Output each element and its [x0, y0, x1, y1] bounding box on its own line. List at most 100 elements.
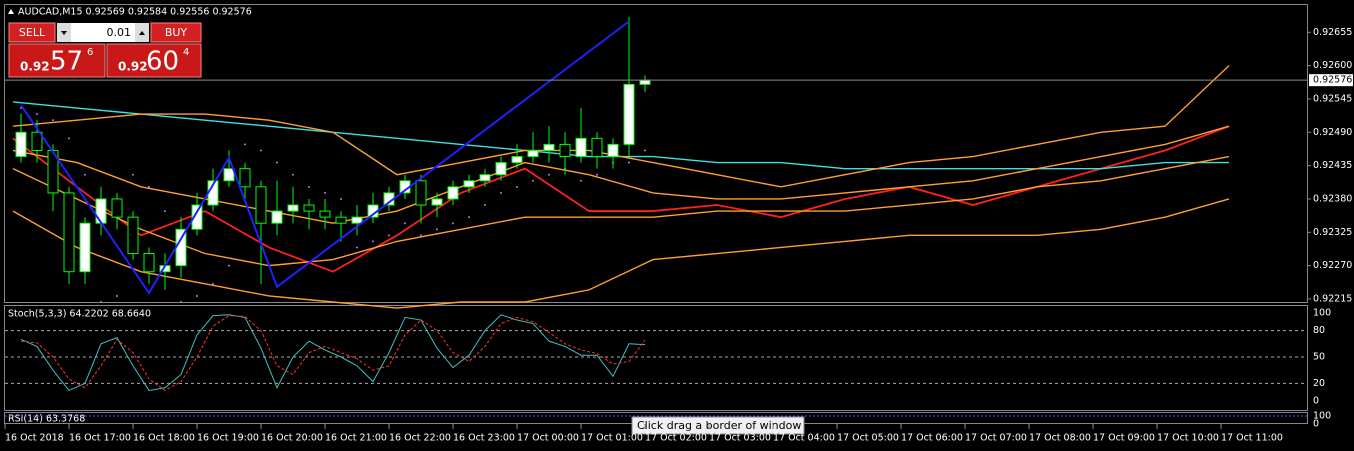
candle-body [511, 156, 523, 164]
sar-dot [372, 240, 374, 243]
sar-dot [356, 246, 358, 249]
candle-body [223, 168, 235, 182]
sar-dot [420, 234, 422, 237]
sar-dot [52, 119, 54, 122]
arrow-up [139, 31, 145, 35]
tooltip-layer: Click drag a border of window [631, 416, 805, 435]
candle-body [639, 79, 651, 85]
buy-price-box[interactable] [106, 43, 202, 78]
sar-dot [532, 179, 534, 182]
sar-dot [228, 264, 230, 267]
candle-body [543, 143, 555, 151]
y-tick-label: 0.92215 [1313, 293, 1352, 304]
candle-body [111, 198, 123, 218]
candle-body [591, 137, 603, 158]
candle-body [559, 143, 571, 158]
candle-body [15, 131, 27, 158]
candle-body [63, 192, 75, 273]
stoch-tick-label: 80 [1313, 325, 1325, 336]
sell-price-box[interactable] [8, 43, 106, 78]
y-tick-label: 0.92380 [1313, 193, 1352, 204]
sar-dot [36, 113, 38, 116]
y-tick-label: 0.92270 [1313, 260, 1352, 271]
main-frame [4, 4, 1308, 303]
sar-dot [100, 301, 102, 303]
candle-body [79, 222, 91, 273]
sar-dot [468, 216, 470, 219]
sar-dot [484, 204, 486, 207]
one-click-panel: SELL 0.01 BUY 0.92 57 6 0.92 60 4 [8, 22, 202, 78]
stoch-frame [4, 305, 1308, 411]
candle-body [447, 186, 459, 200]
sar-dot [452, 222, 454, 225]
rsi-tick-label: 100 [1313, 411, 1331, 422]
x-tick-label: 17 Oct 06:00 [901, 433, 963, 444]
zigzag [20, 20, 630, 295]
rsi-label: RSI(14) 63.3768 [8, 414, 85, 425]
y-tick-label: 0.92655 [1313, 27, 1352, 38]
candle-body [287, 204, 299, 212]
candle-body [271, 210, 283, 224]
sell-label: SELL [19, 26, 46, 39]
buy-button[interactable] [150, 22, 202, 43]
collapse-icon[interactable] [8, 9, 14, 14]
candle-body [415, 180, 427, 206]
sar-dot [260, 149, 262, 152]
candle-body [431, 198, 443, 206]
sell-button[interactable] [8, 22, 56, 43]
sar-dot [20, 107, 22, 110]
y-tick-label: 0.92545 [1313, 93, 1352, 104]
x-tick-label: 17 Oct 02:00 [645, 433, 707, 444]
candle-body [527, 149, 539, 158]
stoch-tick-label: 20 [1313, 378, 1325, 389]
candle-body [335, 216, 347, 224]
sar-dot [164, 210, 166, 213]
sar-dot [500, 191, 502, 194]
candle-body [607, 143, 619, 158]
sar-dot [308, 185, 310, 188]
candle-body [479, 174, 491, 182]
buy-price-prefix: 0.92 [118, 60, 148, 74]
stoch-line [20, 314, 646, 392]
sar-dot [628, 161, 630, 164]
candle-body [495, 162, 507, 176]
current-price-box [1309, 74, 1353, 87]
sar-dot [116, 294, 118, 297]
indicator-line [12, 155, 1230, 267]
symbol-header: AUDCAD,M15 0.92569 0.92584 0.92556 0.925… [18, 7, 252, 18]
stoch-tick-label: 50 [1313, 352, 1325, 363]
buy-label: BUY [165, 26, 188, 39]
sar-dot [580, 179, 582, 182]
sell-price-main: 57 [50, 47, 83, 77]
stoch-tick-label: 100 [1313, 308, 1331, 319]
candle-body [319, 210, 331, 218]
y-tick-label: 0.92435 [1313, 160, 1352, 171]
x-tick-label: 16 Oct 17:00 [69, 433, 131, 444]
x-tick-label: 16 Oct 20:00 [261, 433, 323, 444]
sar-dot [196, 294, 198, 297]
lot-input[interactable] [71, 23, 135, 42]
candle-body [303, 204, 315, 212]
stoch-line [20, 315, 646, 392]
tooltip-box [631, 416, 805, 435]
indicator-line [12, 198, 1230, 309]
rsi-tick-label: 0 [1313, 419, 1319, 430]
x-tick-label: 17 Oct 07:00 [965, 433, 1027, 444]
y-tick-label: 0.92600 [1313, 60, 1352, 71]
sar-dot [516, 185, 518, 188]
y-tick-label: 0.92490 [1313, 127, 1352, 138]
current-price-label: 0.92576 [1313, 75, 1352, 86]
sar-dot [388, 234, 390, 237]
sar-dot [324, 191, 326, 194]
candle-body [255, 186, 267, 224]
sar-dot [292, 173, 294, 176]
x-tick-label: 17 Oct 04:00 [773, 433, 835, 444]
sar-dot [68, 137, 70, 140]
sar-dot [84, 173, 86, 176]
x-tick-label: 17 Oct 03:00 [709, 433, 771, 444]
tooltip-text: Click drag a border of window [637, 419, 801, 432]
candle-body [191, 204, 203, 230]
candle-body [239, 168, 251, 188]
indicator-line [12, 65, 1230, 188]
